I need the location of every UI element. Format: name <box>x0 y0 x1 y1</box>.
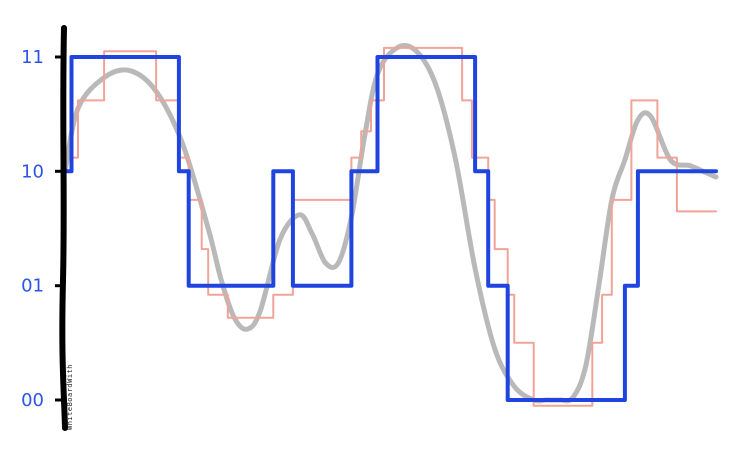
y-tick-label: 10 <box>21 161 44 182</box>
watermark: WhiteBoardWith <box>66 364 74 430</box>
y-tick-label: 00 <box>21 390 44 411</box>
quantized-fine-step-line <box>64 46 717 407</box>
analog-signal-line <box>62 43 719 404</box>
y-tick-label: 11 <box>21 47 44 68</box>
series-layer <box>62 43 719 407</box>
quantized-2bit-step-line <box>63 55 718 402</box>
y-axis-line <box>59 25 68 431</box>
y-tick-label: 01 <box>21 276 44 297</box>
y-tick-labels: 00 01 10 11 <box>21 47 64 411</box>
